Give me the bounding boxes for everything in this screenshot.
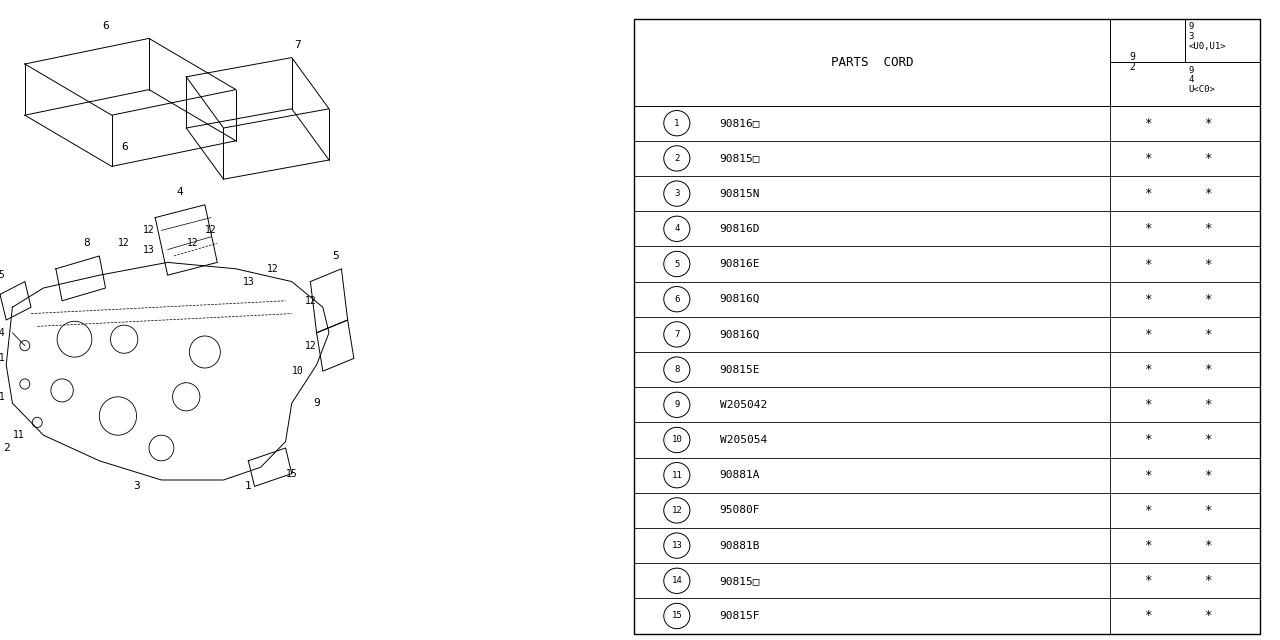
Text: PARTS  CORD: PARTS CORD bbox=[831, 56, 913, 69]
Text: 13: 13 bbox=[242, 276, 255, 287]
Text: *: * bbox=[1144, 292, 1151, 306]
Text: W205054: W205054 bbox=[719, 435, 767, 445]
Text: *: * bbox=[1204, 609, 1211, 623]
Text: 12: 12 bbox=[305, 296, 316, 306]
Text: 9
3
<U0,U1>: 9 3 <U0,U1> bbox=[1188, 22, 1226, 51]
Text: *: * bbox=[1204, 292, 1211, 306]
Text: 14: 14 bbox=[672, 576, 682, 586]
Text: *: * bbox=[1204, 328, 1211, 341]
Text: *: * bbox=[1204, 363, 1211, 376]
Text: *: * bbox=[1204, 152, 1211, 165]
Text: 3: 3 bbox=[133, 481, 140, 492]
Text: 15: 15 bbox=[0, 270, 5, 280]
Text: 1: 1 bbox=[244, 481, 252, 492]
Text: 13: 13 bbox=[672, 541, 682, 550]
Text: 8: 8 bbox=[675, 365, 680, 374]
Text: 90881B: 90881B bbox=[719, 541, 760, 550]
Text: 13: 13 bbox=[143, 244, 155, 255]
Text: 1: 1 bbox=[675, 118, 680, 128]
Text: *: * bbox=[1144, 116, 1151, 130]
Text: *: * bbox=[1204, 222, 1211, 236]
Text: 12: 12 bbox=[305, 340, 316, 351]
Text: 15: 15 bbox=[672, 611, 682, 621]
Text: 9
4
U<C0>: 9 4 U<C0> bbox=[1188, 66, 1215, 94]
Text: *: * bbox=[1204, 574, 1211, 588]
Text: 12: 12 bbox=[118, 238, 131, 248]
Text: 6: 6 bbox=[675, 294, 680, 304]
Text: 95080F: 95080F bbox=[719, 506, 760, 515]
Text: 3: 3 bbox=[675, 189, 680, 198]
Text: *: * bbox=[1204, 468, 1211, 482]
Text: 11: 11 bbox=[0, 353, 5, 364]
Text: 12: 12 bbox=[205, 225, 216, 236]
Text: 7: 7 bbox=[675, 330, 680, 339]
Text: 11: 11 bbox=[672, 470, 682, 480]
Text: *: * bbox=[1204, 504, 1211, 517]
Text: *: * bbox=[1144, 433, 1151, 447]
Text: 14: 14 bbox=[0, 328, 5, 338]
Text: 10: 10 bbox=[292, 366, 303, 376]
Text: *: * bbox=[1144, 504, 1151, 517]
Text: *: * bbox=[1144, 574, 1151, 588]
Text: 90815□: 90815□ bbox=[719, 576, 760, 586]
Text: 90816D: 90816D bbox=[719, 224, 760, 234]
Text: 90815F: 90815F bbox=[719, 611, 760, 621]
Text: 90816Q: 90816Q bbox=[719, 330, 760, 339]
Text: 4: 4 bbox=[177, 187, 183, 197]
Text: 6: 6 bbox=[102, 20, 109, 31]
Text: 90815E: 90815E bbox=[719, 365, 760, 374]
Text: 12: 12 bbox=[187, 238, 198, 248]
Text: 90815N: 90815N bbox=[719, 189, 760, 198]
Text: 5: 5 bbox=[675, 259, 680, 269]
Text: 90816□: 90816□ bbox=[719, 118, 760, 128]
Text: *: * bbox=[1144, 468, 1151, 482]
Text: *: * bbox=[1144, 187, 1151, 200]
Text: 11: 11 bbox=[0, 392, 5, 402]
Text: 4: 4 bbox=[675, 224, 680, 234]
Text: *: * bbox=[1144, 328, 1151, 341]
Text: 90816Q: 90816Q bbox=[719, 294, 760, 304]
Text: 11: 11 bbox=[13, 430, 24, 440]
Text: 2: 2 bbox=[675, 154, 680, 163]
Text: 9: 9 bbox=[675, 400, 680, 410]
Text: 90881A: 90881A bbox=[719, 470, 760, 480]
Text: 2: 2 bbox=[3, 443, 9, 453]
Text: 9: 9 bbox=[314, 398, 320, 408]
Text: 10: 10 bbox=[672, 435, 682, 445]
Text: *: * bbox=[1144, 152, 1151, 165]
Text: 90815□: 90815□ bbox=[719, 154, 760, 163]
Text: 6: 6 bbox=[120, 142, 128, 152]
Text: 7: 7 bbox=[294, 40, 301, 50]
Text: 9
2: 9 2 bbox=[1129, 52, 1135, 72]
Text: *: * bbox=[1144, 257, 1151, 271]
Text: *: * bbox=[1204, 433, 1211, 447]
Text: 12: 12 bbox=[143, 225, 155, 236]
Text: *: * bbox=[1144, 363, 1151, 376]
Text: *: * bbox=[1204, 398, 1211, 412]
Text: *: * bbox=[1144, 398, 1151, 412]
Text: *: * bbox=[1204, 187, 1211, 200]
Text: *: * bbox=[1204, 257, 1211, 271]
Text: *: * bbox=[1204, 116, 1211, 130]
Text: 12: 12 bbox=[268, 264, 279, 274]
Text: 5: 5 bbox=[332, 251, 339, 261]
Text: 12: 12 bbox=[672, 506, 682, 515]
Text: 8: 8 bbox=[83, 238, 91, 248]
Text: *: * bbox=[1144, 539, 1151, 552]
Text: 15: 15 bbox=[285, 468, 297, 479]
Text: *: * bbox=[1144, 609, 1151, 623]
Text: 90816E: 90816E bbox=[719, 259, 760, 269]
Text: *: * bbox=[1204, 539, 1211, 552]
Text: *: * bbox=[1144, 222, 1151, 236]
Text: W205042: W205042 bbox=[719, 400, 767, 410]
